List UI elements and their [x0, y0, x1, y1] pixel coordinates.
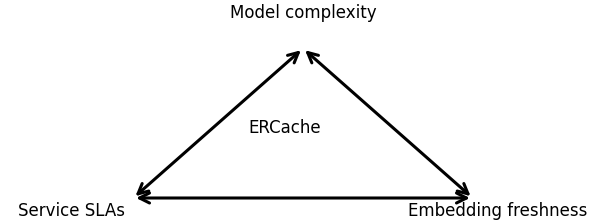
Text: Service SLAs: Service SLAs	[18, 202, 125, 220]
Text: ERCache: ERCache	[248, 119, 321, 137]
Text: Embedding freshness: Embedding freshness	[408, 202, 588, 220]
Text: Model complexity: Model complexity	[230, 4, 376, 22]
